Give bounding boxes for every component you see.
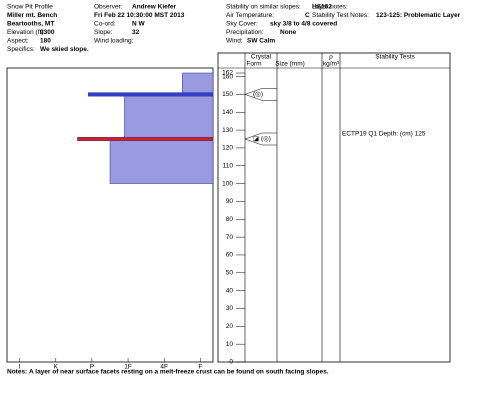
hardness-frame <box>6 67 214 363</box>
y-tick-label: 20 <box>226 323 234 330</box>
x-tick-label: I <box>19 364 21 371</box>
y-tick-label: 150 <box>222 91 233 98</box>
header-label: Co-ord: <box>94 21 116 28</box>
stability-test: ECTP19 Q1 Depth: (cm) 125 <box>342 131 426 138</box>
y-tick-label: 90 <box>226 198 234 205</box>
header-label: Precipitation: <box>226 29 264 36</box>
header-value: 180 <box>40 38 51 45</box>
crystal-marker <box>244 88 277 101</box>
header-text: Layer notes: <box>312 4 348 11</box>
header-text: Beartooths, MT <box>7 21 54 28</box>
header-label: Slope: <box>94 29 113 36</box>
header-value: 9300 <box>40 29 55 36</box>
header-label: Elevation (ft): <box>7 29 45 36</box>
header-value: HS162 <box>312 4 332 11</box>
y-tick-label: 162 <box>222 70 233 77</box>
header-text: Miller mt. Bench <box>7 12 57 19</box>
header-value: 32 <box>132 29 140 36</box>
header-value: 123-125: Problematic Layer <box>376 12 461 19</box>
header-label: Stability on similar slopes: <box>226 4 301 11</box>
header-value: C <box>305 12 310 19</box>
header-label: Observer: <box>94 4 123 11</box>
crystal-marker <box>244 132 277 146</box>
y-tick-label: 60 <box>226 252 234 259</box>
header-text: Snow Pit Profile <box>7 4 53 11</box>
column-header: kg/m³ <box>323 61 340 68</box>
header-label: Sky Cover: <box>226 21 258 28</box>
y-tick-label: 140 <box>222 109 233 116</box>
crystal-form: (◎) <box>253 91 263 98</box>
y-tick-label: 30 <box>226 305 234 312</box>
column-header: Stability Tests <box>375 54 415 61</box>
header-value: SW Calm <box>247 38 275 45</box>
y-tick-label: 160 <box>222 73 233 80</box>
y-tick-label: 110 <box>223 162 234 169</box>
notes-label: Notes: <box>7 369 27 376</box>
x-tick-label: P <box>90 364 94 371</box>
y-tick-label: 80 <box>226 216 234 223</box>
x-tick-label: F <box>198 364 202 371</box>
y-tick-label: 10 <box>226 341 234 348</box>
y-tick-label: 130 <box>222 127 233 134</box>
y-tick-label: 50 <box>226 270 234 277</box>
x-tick-label: 4F <box>160 364 168 371</box>
x-tick-label: 1F <box>124 364 132 371</box>
column-header: Size (mm) <box>275 61 305 68</box>
y-tick-label: 120 <box>222 145 233 152</box>
y-tick-label: 40 <box>226 287 234 294</box>
header-label: Stability Test Notes: <box>312 12 369 19</box>
header-label: Specifics: <box>7 46 35 53</box>
header-label: Air Temperature: <box>226 12 274 19</box>
hardness-layer <box>182 72 214 95</box>
column-header: Crystal <box>251 54 272 61</box>
header-value: N W <box>132 21 146 28</box>
header-value: Andrew Kiefer <box>132 4 177 11</box>
column-header: ρ <box>329 54 333 61</box>
header-label: Wind: <box>226 38 243 45</box>
hardness-layer <box>88 92 214 97</box>
header-value: None <box>280 29 297 36</box>
header-value: We skied slope. <box>40 46 89 53</box>
hardness-layer <box>124 94 214 140</box>
x-tick-label: K <box>54 364 59 371</box>
y-tick-label: 100 <box>222 180 233 187</box>
header-label: Wind loading: <box>94 38 134 45</box>
header-value: sky 3/8 to 4/8 covered <box>270 21 337 28</box>
y-tick-label: 70 <box>226 234 234 241</box>
hardness-layer <box>109 138 214 184</box>
column-header: Form <box>246 61 261 68</box>
y-tick-label: 0 <box>229 359 233 366</box>
header-text: Fri Feb 22 10:30:00 MST 2013 <box>94 12 185 19</box>
notes-text: A layer of near surface facets resting o… <box>29 369 329 376</box>
header-label: Aspect: <box>7 38 29 45</box>
table-frame <box>217 52 451 363</box>
hardness-layer <box>77 136 214 142</box>
crystal-form: ◪ (◎) <box>253 136 271 143</box>
